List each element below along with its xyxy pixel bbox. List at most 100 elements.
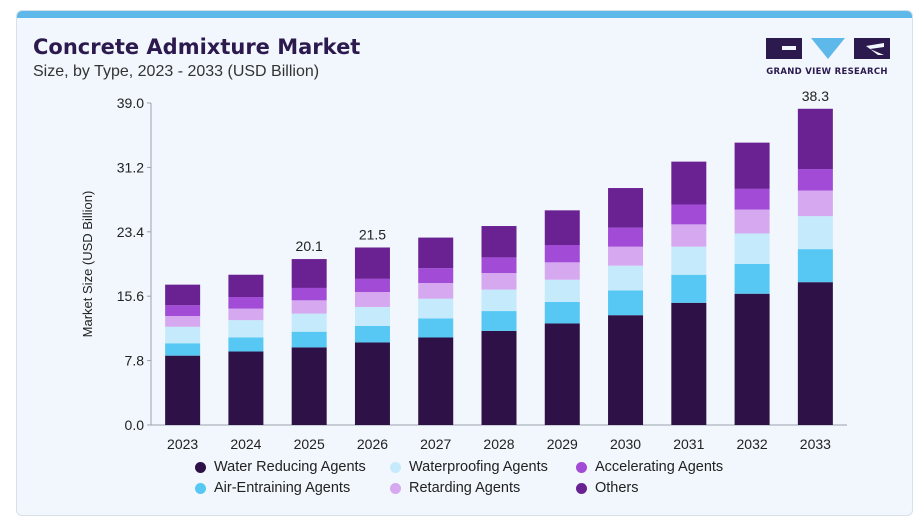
bar-segment-water-reducing-agents-2031	[671, 302, 707, 425]
bar-segment-others-2027	[418, 237, 454, 269]
legend-swatch	[195, 461, 206, 473]
x-tick-label-2024: 2024	[230, 436, 261, 451]
bar-segment-others-2028	[481, 226, 517, 258]
y-tick-label: 15.6	[117, 288, 144, 304]
x-tick-label-2025: 2025	[294, 436, 325, 451]
bar-segment-water-reducing-agents-2027	[418, 337, 454, 425]
legend-label: Air-Entraining Agents	[214, 480, 351, 496]
bar-segment-waterproofing-agents-2025	[291, 313, 327, 332]
bar-segment-others-2026	[354, 247, 390, 279]
bar-segment-waterproofing-agents-2033	[797, 216, 833, 250]
bar-segment-air-entraining-agents-2030	[608, 290, 644, 316]
bar-segment-retarding-agents-2026	[354, 292, 390, 307]
bar-segment-others-2025	[291, 259, 327, 288]
bar-segment-air-entraining-agents-2032	[734, 264, 770, 294]
bar-segment-accelerating-agents-2033	[797, 169, 833, 191]
x-tick-label-2031: 2031	[673, 436, 704, 451]
y-tick-label: 23.4	[117, 224, 144, 240]
y-tick-label: 7.8	[125, 353, 145, 369]
bar-segment-water-reducing-agents-2023	[165, 355, 201, 425]
legend-label: Retarding Agents	[409, 480, 521, 496]
bar-segment-water-reducing-agents-2029	[544, 323, 580, 425]
bar-segment-air-entraining-agents-2027	[418, 318, 454, 338]
bar-segment-accelerating-agents-2032	[734, 188, 770, 210]
bar-segment-retarding-agents-2030	[608, 246, 644, 266]
bar-segment-retarding-agents-2025	[291, 300, 327, 314]
chart-card: Concrete Admixture Market Size, by Type,…	[16, 10, 913, 516]
bar-segment-waterproofing-agents-2030	[608, 265, 644, 291]
legend-item-air-entraining-agents: Air-Entraining Agents	[195, 480, 390, 496]
x-tick-label-2029: 2029	[547, 436, 578, 451]
logo-text: GRAND VIEW RESEARCH	[766, 67, 888, 77]
legend-label: Accelerating Agents	[595, 459, 724, 475]
bar-segment-air-entraining-agents-2026	[354, 325, 390, 343]
bar-segment-others-2033	[797, 108, 833, 170]
bar-segment-accelerating-agents-2026	[354, 278, 390, 293]
bar-segment-others-2031	[671, 161, 707, 205]
bar-segment-accelerating-agents-2024	[228, 297, 264, 309]
bar-segment-water-reducing-agents-2026	[354, 342, 390, 425]
bar-segment-waterproofing-agents-2023	[165, 326, 201, 344]
y-tick-label: 0.0	[125, 417, 145, 433]
y-tick-label: 39.0	[117, 95, 144, 111]
legend-swatch	[390, 482, 401, 494]
legend-swatch	[576, 461, 587, 473]
bar-segment-retarding-agents-2031	[671, 224, 707, 247]
bar-segment-others-2024	[228, 274, 264, 298]
y-tick-label: 31.2	[117, 159, 144, 175]
bar-segment-retarding-agents-2023	[165, 316, 201, 327]
chart-legend: Water Reducing Agents Waterproofing Agent…	[195, 459, 746, 496]
bar-segment-accelerating-agents-2027	[418, 268, 454, 283]
bar-segment-retarding-agents-2032	[734, 209, 770, 234]
legend-label: Water Reducing Agents	[214, 459, 366, 475]
bar-segment-waterproofing-agents-2032	[734, 233, 770, 264]
bar-segment-water-reducing-agents-2030	[608, 315, 644, 425]
bar-segment-retarding-agents-2027	[418, 282, 454, 299]
bar-segment-waterproofing-agents-2031	[671, 246, 707, 275]
x-tick-label-2023: 2023	[167, 436, 198, 451]
bar-segment-air-entraining-agents-2025	[291, 331, 327, 348]
total-label-2025: 20.1	[296, 238, 323, 254]
total-label-2026: 21.5	[359, 226, 386, 242]
bar-segment-retarding-agents-2033	[797, 190, 833, 217]
bar-segment-retarding-agents-2028	[481, 273, 517, 290]
bar-segment-others-2030	[608, 188, 644, 228]
x-tick-label-2032: 2032	[737, 436, 768, 451]
x-tick-label-2033: 2033	[800, 436, 831, 451]
bar-segment-air-entraining-agents-2024	[228, 337, 264, 352]
bar-segment-accelerating-agents-2025	[291, 287, 327, 301]
accent-bar	[17, 11, 912, 18]
legend-item-waterproofing-agents: Waterproofing Agents	[390, 459, 576, 475]
chart-subtitle: Size, by Type, 2023 - 2033 (USD Billion)	[33, 63, 320, 80]
legend-swatch	[390, 461, 401, 473]
bar-segment-water-reducing-agents-2032	[734, 293, 770, 425]
bar-segment-accelerating-agents-2029	[544, 245, 580, 263]
bar-segment-water-reducing-agents-2025	[291, 347, 327, 425]
bar-segment-others-2023	[165, 284, 201, 306]
legend-item-water-reducing-agents: Water Reducing Agents	[195, 459, 390, 475]
bar-segment-accelerating-agents-2031	[671, 204, 707, 225]
legend-swatch	[195, 482, 206, 494]
bar-segment-others-2032	[734, 142, 770, 189]
x-tick-label-2030: 2030	[610, 436, 641, 451]
bar-segment-waterproofing-agents-2027	[418, 298, 454, 319]
legend-item-others: Others	[576, 480, 746, 496]
bar-segment-air-entraining-agents-2031	[671, 274, 707, 303]
grand-view-research-logo: GRAND VIEW RESEARCH	[764, 37, 894, 83]
legend-label: Waterproofing Agents	[409, 459, 548, 475]
stacked-bar-chart: 0.0 7.8 15.6 23.4 31.2 39.0 Market Size (USD B…	[80, 88, 847, 451]
bar-segment-water-reducing-agents-2028	[481, 330, 517, 425]
legend-swatch	[576, 482, 587, 494]
bar-segment-accelerating-agents-2023	[165, 305, 201, 317]
bar-segment-water-reducing-agents-2033	[797, 282, 833, 425]
legend-item-accelerating-agents: Accelerating Agents	[576, 459, 746, 475]
bar-segment-waterproofing-agents-2028	[481, 289, 517, 312]
x-tick-label-2028: 2028	[483, 436, 514, 451]
total-label-2033: 38.3	[802, 88, 829, 104]
bar-segment-retarding-agents-2029	[544, 262, 580, 280]
bar-segment-water-reducing-agents-2024	[228, 351, 264, 425]
bar-segment-retarding-agents-2024	[228, 308, 264, 321]
bar-segment-waterproofing-agents-2029	[544, 279, 580, 302]
legend-item-retarding-agents: Retarding Agents	[390, 480, 576, 496]
logo-icon	[766, 38, 890, 59]
